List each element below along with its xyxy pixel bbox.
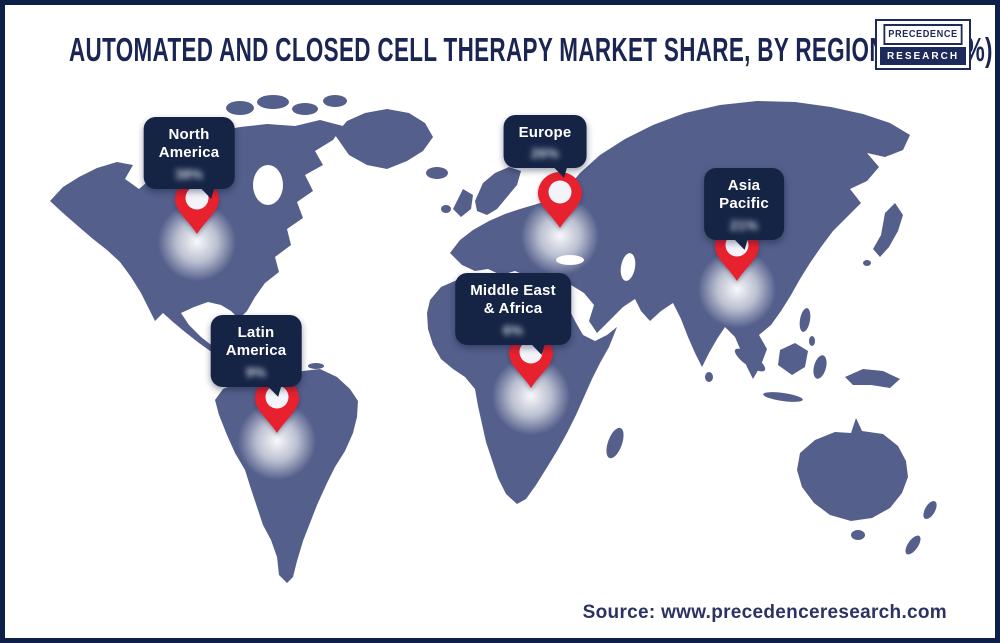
- continent-north-america: [50, 120, 343, 393]
- continent-africa: [427, 277, 617, 504]
- greenland: [335, 109, 433, 169]
- scandinavia: [475, 167, 521, 215]
- world-map: [50, 95, 937, 583]
- source-text: Source: www.precedenceresearch.com: [582, 602, 947, 623]
- logo-line-research: RESEARCH: [880, 47, 966, 65]
- logo-line-precedence: PRECEDENCE: [883, 24, 963, 45]
- continent-south-america: [215, 369, 358, 583]
- japan: [873, 203, 903, 257]
- page-title: AUTOMATED AND CLOSED CELL THERAPY MARKET…: [69, 31, 993, 68]
- precedence-research-logo: PRECEDENCE RESEARCH: [875, 19, 971, 70]
- continent-australia: [797, 418, 908, 521]
- continent-eurasia: [450, 101, 910, 379]
